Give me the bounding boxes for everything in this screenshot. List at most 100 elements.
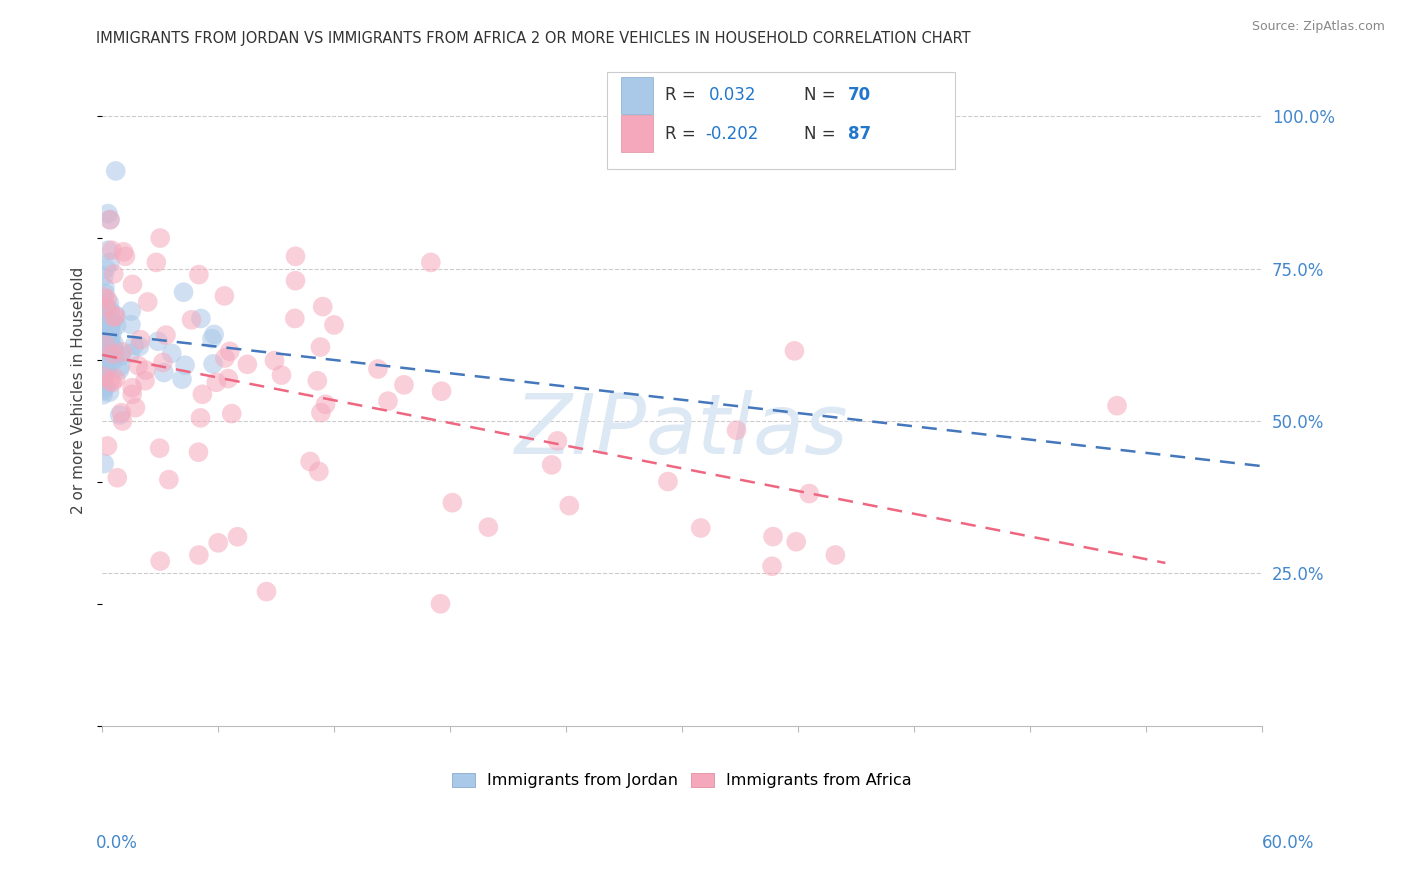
Point xyxy=(93,312,115,326)
Point xyxy=(205,376,228,390)
Point xyxy=(824,548,846,562)
Point xyxy=(207,536,229,550)
Point xyxy=(93,290,115,304)
Point xyxy=(309,340,332,354)
Point xyxy=(105,318,128,333)
Point xyxy=(135,363,157,377)
Point xyxy=(98,255,121,269)
Point xyxy=(94,356,117,370)
Point xyxy=(108,363,131,377)
Point xyxy=(98,374,121,388)
Point xyxy=(94,338,117,352)
Point xyxy=(96,300,118,314)
Point xyxy=(110,406,132,420)
Point xyxy=(263,353,285,368)
Point xyxy=(94,328,117,343)
Text: ZIPatlas: ZIPatlas xyxy=(516,390,849,471)
Point xyxy=(284,311,307,326)
Point xyxy=(657,475,679,489)
Point xyxy=(94,328,117,343)
Text: IMMIGRANTS FROM JORDAN VS IMMIGRANTS FROM AFRICA 2 OR MORE VEHICLES IN HOUSEHOLD: IMMIGRANTS FROM JORDAN VS IMMIGRANTS FRO… xyxy=(96,31,970,46)
Point xyxy=(91,381,114,395)
Text: -0.202: -0.202 xyxy=(706,125,759,143)
Point xyxy=(104,309,127,323)
Point xyxy=(91,384,114,398)
Point xyxy=(367,362,389,376)
Point xyxy=(94,343,117,358)
Point xyxy=(121,277,143,292)
Point xyxy=(101,315,124,329)
Point xyxy=(761,559,783,574)
Text: 0.032: 0.032 xyxy=(709,87,756,104)
Point xyxy=(114,249,136,263)
Point xyxy=(101,340,124,354)
Point xyxy=(91,328,114,343)
Text: 70: 70 xyxy=(848,87,872,104)
Point xyxy=(91,369,114,384)
FancyBboxPatch shape xyxy=(607,72,955,169)
Point xyxy=(101,325,124,339)
Point xyxy=(98,328,121,343)
Y-axis label: 2 or more Vehicles in Household: 2 or more Vehicles in Household xyxy=(72,267,86,514)
Point xyxy=(120,304,142,318)
Point xyxy=(1105,399,1128,413)
Point xyxy=(101,354,124,368)
Text: Source: ZipAtlas.com: Source: ZipAtlas.com xyxy=(1251,20,1385,33)
Point xyxy=(100,318,122,332)
Point xyxy=(190,410,212,425)
Point xyxy=(392,377,415,392)
Point xyxy=(323,318,346,332)
Point xyxy=(104,343,127,357)
Point xyxy=(96,361,118,376)
Point xyxy=(284,249,307,263)
Point xyxy=(762,530,785,544)
Text: N =: N = xyxy=(804,125,835,143)
Point xyxy=(93,337,115,351)
Point xyxy=(540,458,562,472)
Point xyxy=(307,374,329,388)
Point xyxy=(441,496,464,510)
Point xyxy=(104,371,127,385)
Point xyxy=(145,255,167,269)
Point xyxy=(202,327,225,342)
Point xyxy=(309,406,332,420)
Point xyxy=(98,385,121,400)
Point xyxy=(308,465,330,479)
Point xyxy=(97,351,120,366)
Point xyxy=(94,379,117,393)
Point xyxy=(93,309,115,323)
Point xyxy=(105,471,128,485)
Point xyxy=(93,369,115,384)
Point xyxy=(256,584,278,599)
Point xyxy=(214,289,236,303)
Point xyxy=(214,351,236,365)
Point xyxy=(170,372,193,386)
Point xyxy=(799,486,821,500)
FancyBboxPatch shape xyxy=(620,115,654,152)
Point xyxy=(110,349,132,363)
Legend: Immigrants from Jordan, Immigrants from Africa: Immigrants from Jordan, Immigrants from … xyxy=(446,767,918,795)
Point xyxy=(110,359,132,373)
Point xyxy=(120,346,142,360)
Point xyxy=(190,311,212,326)
Point xyxy=(121,381,143,395)
Text: 87: 87 xyxy=(848,125,872,143)
Point xyxy=(122,338,145,352)
Point xyxy=(152,355,174,369)
Point xyxy=(785,534,807,549)
Point xyxy=(187,268,209,282)
Text: 60.0%: 60.0% xyxy=(1263,834,1315,852)
Point xyxy=(312,300,335,314)
Text: R =: R = xyxy=(665,87,696,104)
Point xyxy=(689,521,711,535)
Point xyxy=(128,339,150,353)
Point xyxy=(98,212,121,227)
Point xyxy=(477,520,499,534)
Point xyxy=(98,303,121,318)
Point xyxy=(430,384,453,399)
Point xyxy=(191,387,214,401)
Point xyxy=(97,244,120,258)
Point xyxy=(546,434,568,448)
Point xyxy=(187,445,209,459)
Point xyxy=(429,597,451,611)
